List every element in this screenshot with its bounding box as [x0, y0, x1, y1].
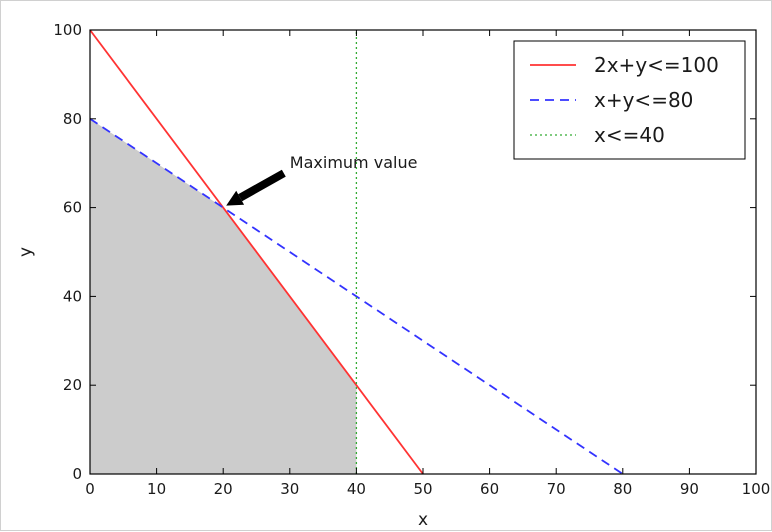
x-tick-label: 30 — [280, 480, 299, 498]
x-tick-label: 40 — [347, 480, 366, 498]
x-axis-label: x — [418, 510, 428, 530]
x-tick-label: 60 — [480, 480, 499, 498]
ticks-layer: 0 10 20 30 40 50 60 70 80 90 100 0 20 40 60 80 100 — [53, 21, 770, 498]
annotation-text: Maximum value — [290, 153, 418, 172]
series-line-1 — [89, 29, 424, 475]
y-tick-label: 80 — [63, 110, 82, 128]
legend-label-1: 2x+y<=100 — [594, 53, 719, 77]
legend-label-3: x<=40 — [594, 123, 665, 147]
feasible-region — [90, 118, 357, 475]
series-layer — [89, 29, 624, 475]
y-tick-label: 100 — [53, 21, 82, 39]
x-tick-label: 50 — [413, 480, 432, 498]
x-tick-label: 70 — [547, 480, 566, 498]
annotation-layer: Maximum value — [226, 153, 418, 206]
legend-label-2: x+y<=80 — [594, 88, 693, 112]
x-tick-label: 100 — [742, 480, 771, 498]
y-tick-label: 60 — [63, 199, 82, 217]
y-tick-label: 0 — [72, 465, 82, 483]
x-tick-label: 90 — [680, 480, 699, 498]
x-tick-label: 20 — [214, 480, 233, 498]
series-line-2 — [89, 118, 624, 475]
y-tick-label: 20 — [63, 376, 82, 394]
y-tick-label: 40 — [63, 287, 82, 305]
x-tick-label: 80 — [613, 480, 632, 498]
annotation-arrow-shaft — [238, 169, 286, 202]
feasible-region-layer — [90, 118, 357, 475]
y-axis-label: y — [16, 247, 36, 257]
legend: 2x+y<=100 x+y<=80 x<=40 — [513, 40, 746, 160]
x-tick-label: 0 — [85, 480, 95, 498]
annotation-arrow-head — [226, 190, 245, 206]
x-tick-label: 10 — [147, 480, 166, 498]
